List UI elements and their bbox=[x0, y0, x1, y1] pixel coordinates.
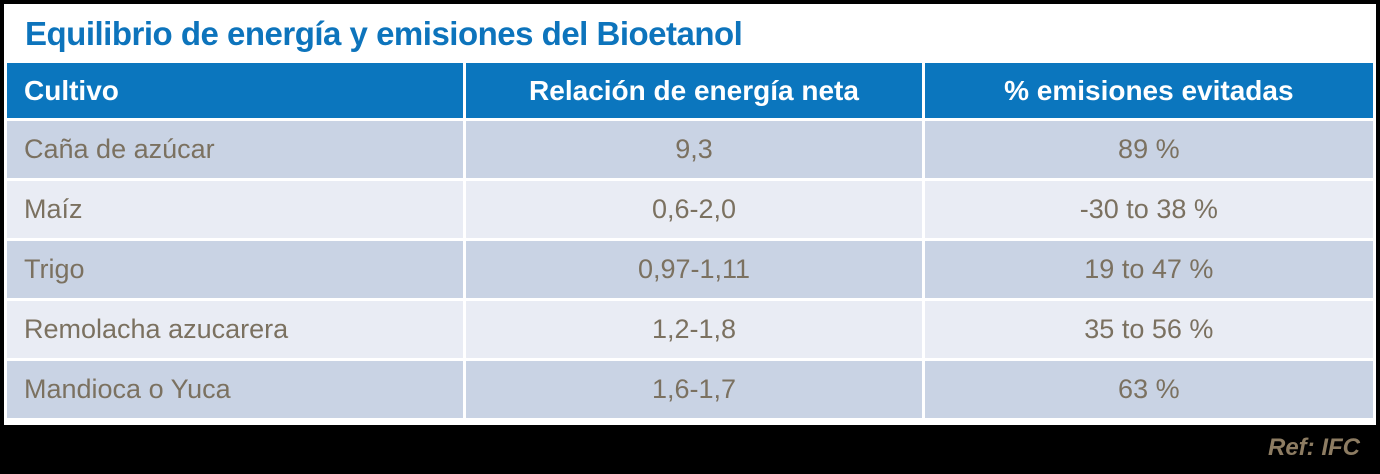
table-row: Trigo 0,97-1,11 19 to 47 % bbox=[7, 241, 1373, 298]
energy-ratio-cell: 1,6-1,7 bbox=[466, 361, 922, 418]
footer-bar: Ref: IFC bbox=[0, 425, 1380, 474]
crop-name-cell: Remolacha azucarera bbox=[7, 301, 464, 358]
table-row: Mandioca o Yuca 1,6-1,7 63 % bbox=[7, 361, 1373, 418]
table-header-row: Cultivo Relación de energía neta % emisi… bbox=[7, 63, 1373, 118]
emissions-cell: 63 % bbox=[924, 361, 1373, 418]
crop-name-cell: Mandioca o Yuca bbox=[7, 361, 464, 418]
emissions-cell: 89 % bbox=[924, 121, 1373, 178]
emissions-cell: -30 to 38 % bbox=[924, 181, 1373, 238]
crop-name-cell: Trigo bbox=[7, 241, 464, 298]
emissions-cell: 19 to 47 % bbox=[924, 241, 1373, 298]
energy-ratio-cell: 0,6-2,0 bbox=[466, 181, 922, 238]
reference-label: Ref: IFC bbox=[1268, 434, 1360, 461]
page-title: Equilibrio de energía y emisiones del Bi… bbox=[25, 15, 743, 52]
column-header-cultivo: Cultivo bbox=[7, 63, 464, 118]
table-row: Remolacha azucarera 1,2-1,8 35 to 56 % bbox=[7, 301, 1373, 358]
energy-ratio-cell: 9,3 bbox=[466, 121, 922, 178]
column-header-emisiones: % emisiones evitadas bbox=[924, 63, 1373, 118]
energy-ratio-cell: 0,97-1,11 bbox=[466, 241, 922, 298]
bioethanol-table: Cultivo Relación de energía neta % emisi… bbox=[4, 60, 1376, 421]
crop-name-cell: Caña de azúcar bbox=[7, 121, 464, 178]
table-row: Caña de azúcar 9,3 89 % bbox=[7, 121, 1373, 178]
energy-ratio-cell: 1,2-1,8 bbox=[466, 301, 922, 358]
emissions-cell: 35 to 56 % bbox=[924, 301, 1373, 358]
table-row: Maíz 0,6-2,0 -30 to 38 % bbox=[7, 181, 1373, 238]
crop-name-cell: Maíz bbox=[7, 181, 464, 238]
slide-content: Equilibrio de energía y emisiones del Bi… bbox=[4, 4, 1376, 425]
column-header-relacion: Relación de energía neta bbox=[466, 63, 922, 118]
